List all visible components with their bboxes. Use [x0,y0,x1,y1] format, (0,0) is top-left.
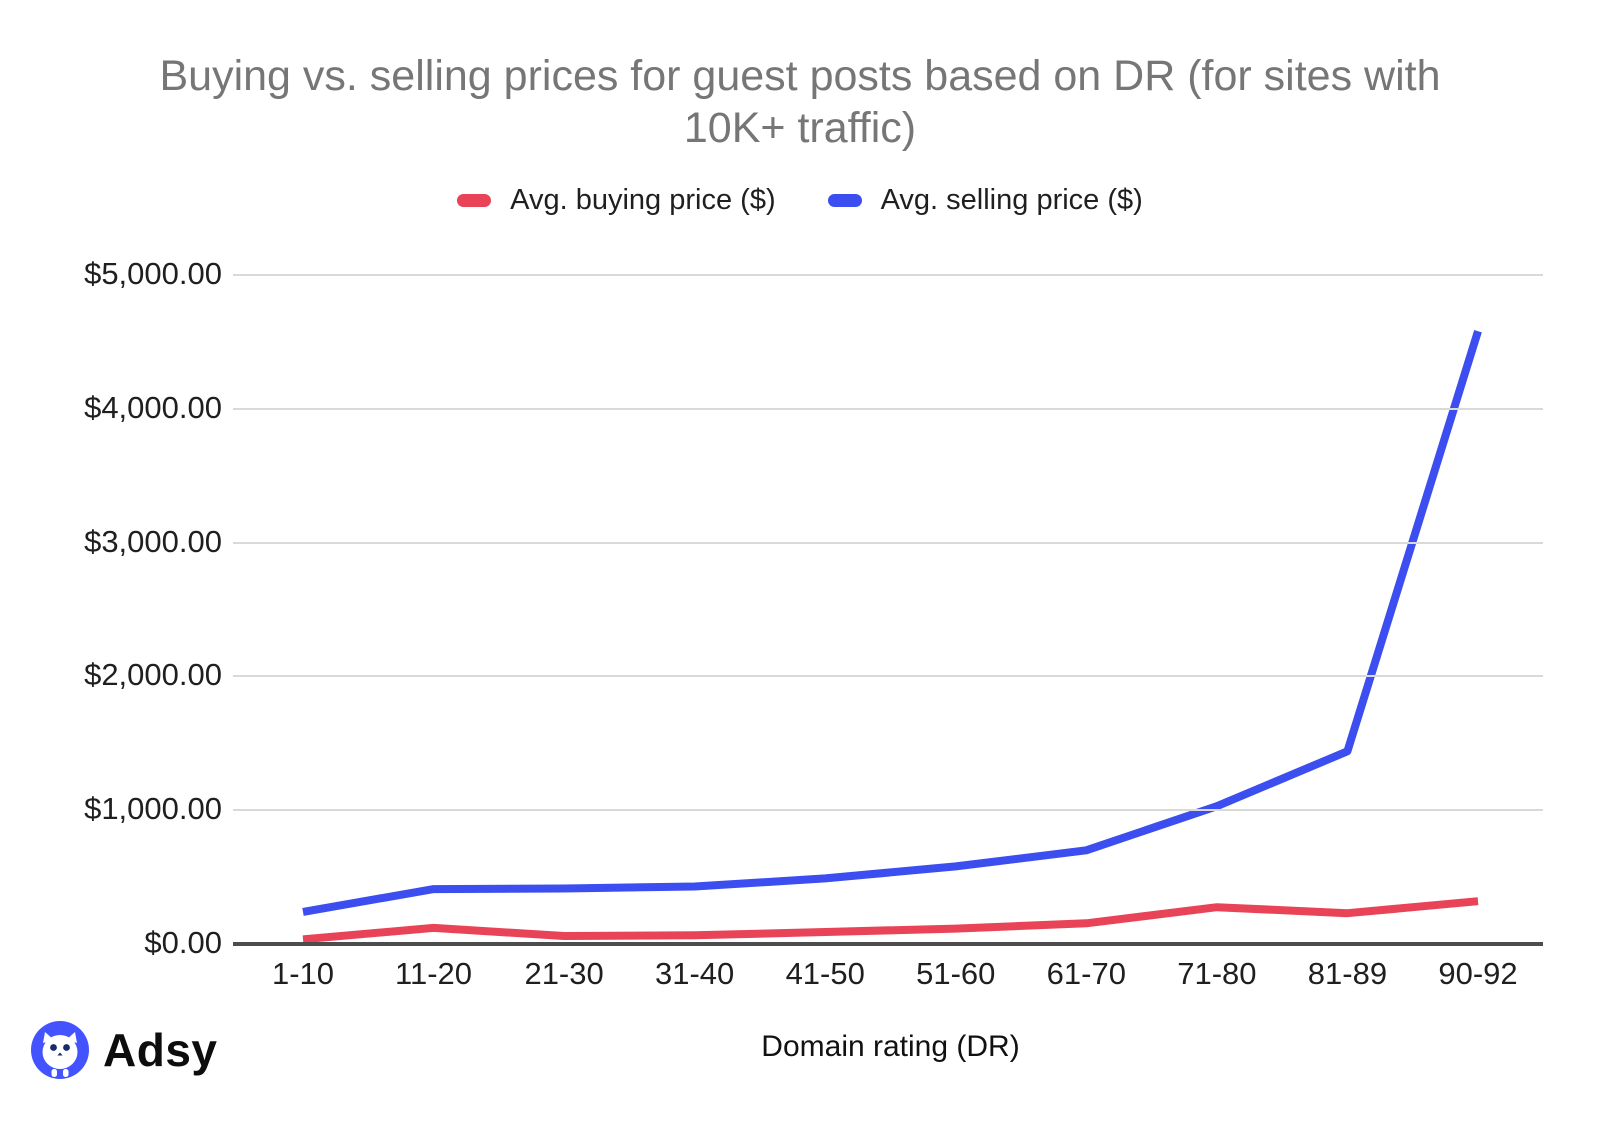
x-axis-tick-label: 61-70 [1046,956,1126,991]
y-axis-tick-label: $4,000.00 [84,389,222,425]
x-axis-tick-label: 41-50 [785,956,865,991]
selling-price-line [302,330,1482,916]
legend-label: Avg. buying price ($) [510,184,776,216]
y-axis-tick-label: $2,000.00 [84,657,222,693]
owl-icon [31,1021,89,1079]
x-axis-tick-label: 90-92 [1438,956,1518,991]
chart-title: Buying vs. selling prices for guest post… [159,52,1441,153]
gridline [233,407,1543,410]
gridline [233,274,1543,276]
legend-item: Avg. buying price ($) [457,184,776,217]
y-axis-tick-label: $3,000.00 [84,523,222,559]
x-axis-line [233,942,1543,946]
legend-label: Avg. selling price ($) [880,184,1143,216]
y-axis-tick-label: $5,000.00 [84,256,222,291]
legend-item: Avg. selling price ($) [827,184,1143,217]
gridline [233,809,1543,812]
x-axis-tick-label: 11-20 [395,956,473,991]
x-axis-tick-label: 71-80 [1177,956,1257,991]
x-axis-tick-label: 21-30 [524,956,604,991]
adsy-logo: Adsy [30,1019,217,1081]
y-axis-tick-label: $0.00 [144,925,222,960]
gridline [233,541,1543,544]
legend-swatch [457,194,492,207]
y-axis-tick-label: $1,000.00 [84,791,222,827]
legend-swatch [827,194,862,207]
legend: Avg. buying price ($) Avg. selling price … [0,184,1600,217]
buying-price-line [302,897,1479,944]
x-axis-tick-label: 1-10 [271,956,335,991]
x-axis-title: Domain rating (DR) [761,1030,1020,1063]
x-axis-tick-label: 31-40 [655,956,735,991]
logo-text: Adsy [103,1024,218,1076]
x-axis-tick-label: 81-89 [1307,956,1388,991]
gridline [233,675,1543,678]
x-axis-tick-label: 51-60 [916,956,996,991]
